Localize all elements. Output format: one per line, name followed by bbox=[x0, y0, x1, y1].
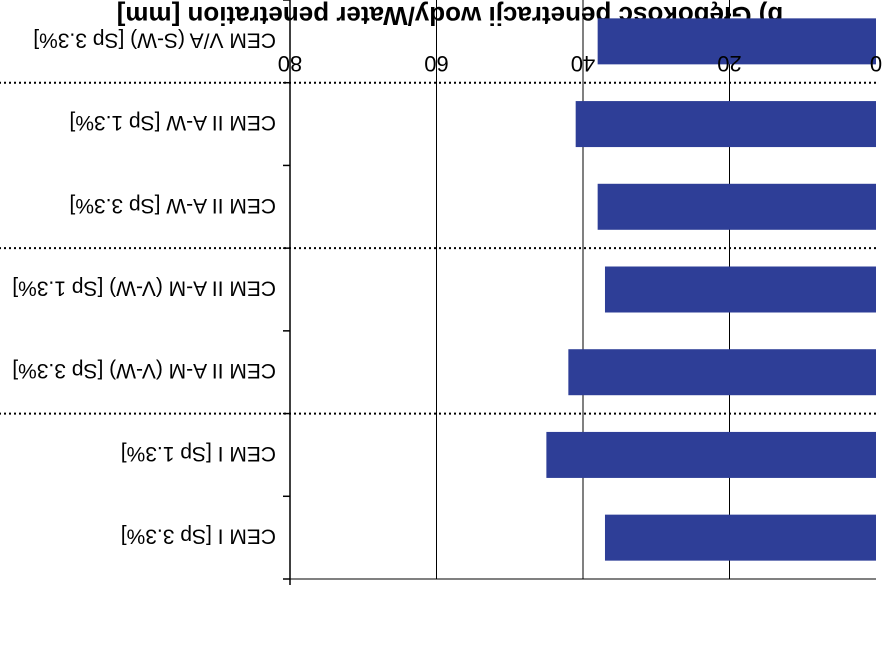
category-label-5: CEM II A-W [Sp 3.3%] bbox=[69, 194, 276, 217]
bar-3 bbox=[568, 349, 876, 396]
axes bbox=[283, 0, 291, 585]
category-label-6: CEM II A-W [Sp 1.3%] bbox=[69, 111, 276, 134]
bar-1 bbox=[604, 514, 876, 561]
category-label-1: CEM I [Sp 3.3%] bbox=[121, 525, 276, 548]
tick-label-60: 60 bbox=[424, 51, 448, 76]
group-separators bbox=[0, 81, 876, 415]
category-label-4: CEM II A-M (V-W) [Sp 1.3%] bbox=[12, 277, 276, 300]
bar-5 bbox=[597, 183, 876, 230]
bar-7 bbox=[597, 18, 876, 65]
tick-labels: 0 20 40 60 80 bbox=[278, 51, 882, 76]
tick-label-20: 20 bbox=[717, 51, 741, 76]
category-label-2: CEM I [Sp 1.3%] bbox=[121, 442, 276, 465]
category-label-3: CEM II A-M (V-W) [Sp 3.3%] bbox=[12, 359, 276, 382]
tick-label-80: 80 bbox=[278, 51, 302, 76]
bar-6 bbox=[575, 101, 876, 148]
bar-2 bbox=[546, 431, 876, 478]
bar-4 bbox=[604, 266, 876, 313]
bars bbox=[546, 18, 876, 561]
category-label-7: CEM V/A (S-W) [Sp 3.3%] bbox=[33, 28, 276, 51]
tick-label-40: 40 bbox=[571, 51, 595, 76]
category-labels: CEM I [Sp 3.3%] CEM I [Sp 1.3%] CEM II A-M… bbox=[12, 28, 276, 547]
tick-label-0: 0 bbox=[870, 51, 882, 76]
